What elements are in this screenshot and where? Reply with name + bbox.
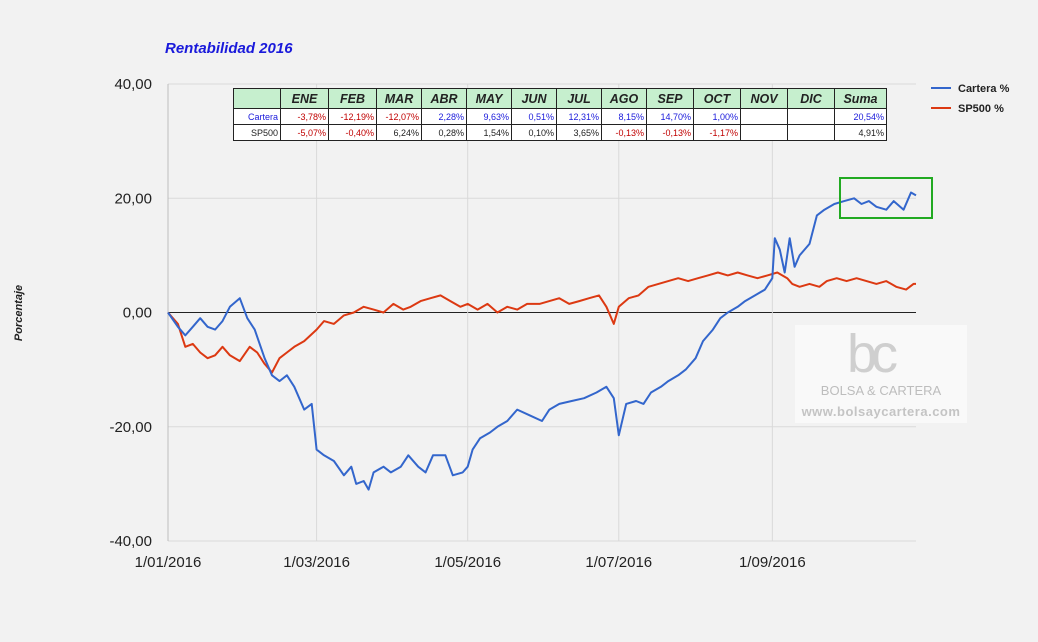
watermark-url: www.bolsaycartera.com [801, 404, 961, 419]
table-cell: 0,28% [421, 124, 467, 141]
watermark-brand: BOLSA & CARTERA [820, 383, 942, 398]
legend-label: Cartera % [958, 83, 1010, 95]
table-cell: 12,31% [556, 108, 602, 125]
table-cell [740, 124, 788, 141]
highlight-box [839, 177, 933, 219]
table-cell: 0,10% [511, 124, 557, 141]
legend: Cartera % SP500 % [931, 83, 1010, 115]
chart-title: Rentabilidad 2016 [165, 40, 293, 57]
table-header-cell: SEP [646, 88, 694, 109]
table-cell: 8,15% [601, 108, 647, 125]
table-cell: -12,07% [376, 108, 422, 125]
table-cell: -5,07% [280, 124, 329, 141]
table-cell: 2,28% [421, 108, 467, 125]
legend-label: SP500 % [958, 103, 1004, 115]
table-header-cell: AGO [601, 88, 647, 109]
table-cell: 20,54% [834, 108, 887, 125]
y-tick-label: 40,00 [114, 76, 152, 93]
table-cell: 0,51% [511, 108, 557, 125]
x-tick-label: 1/09/2016 [739, 554, 806, 571]
series-line-sp500 [167, 271, 916, 374]
table-cell: 1,54% [466, 124, 512, 141]
y-tick-label: 20,00 [114, 190, 152, 207]
y-tick-label: -40,00 [109, 533, 152, 550]
table-cell [740, 108, 788, 125]
table-cell: 1,00% [693, 108, 741, 125]
table-header-cell: MAY [466, 88, 512, 109]
table-cell: -0,13% [646, 124, 694, 141]
table-header-cell: FEB [328, 88, 377, 109]
table-header-cell: MAR [376, 88, 422, 109]
table-header-cell: ENE [280, 88, 329, 109]
table-corner-cell [233, 88, 281, 109]
grid-lines [167, 83, 916, 542]
table-cell: -0,40% [328, 124, 377, 141]
table-cell: 4,91% [834, 124, 887, 141]
series-line-cartera [167, 191, 917, 491]
y-tick-label: 0,00 [123, 305, 152, 322]
series-lines [167, 191, 917, 491]
x-tick-label: 1/01/2016 [135, 554, 202, 571]
table-row-label: SP500 [233, 124, 281, 141]
table-header-cell: ABR [421, 88, 467, 109]
table-row: Cartera -3,78% -12,19% -12,07% 2,28% 9,63% 0,5… [233, 108, 887, 125]
table-cell: 9,63% [466, 108, 512, 125]
table-header-cell: DIC [787, 88, 835, 109]
x-tick-label: 1/07/2016 [585, 554, 652, 571]
table-row-label: Cartera [233, 108, 281, 125]
table-header-row: ENE FEB MAR ABR MAY JUN JUL AGO SEP OCT NOV DIC Suma [233, 88, 887, 109]
table-header-cell: OCT [693, 88, 741, 109]
table-row: SP500 -5,07% -0,40% 6,24% 0,28% 1,54% 0,10% 3,6… [233, 124, 887, 141]
y-tick-label: -20,00 [109, 419, 152, 436]
table-cell [787, 108, 835, 125]
x-tick-label: 1/05/2016 [434, 554, 501, 571]
table-header-cell: JUN [511, 88, 557, 109]
table-header-cell: JUL [556, 88, 602, 109]
table-cell: -12,19% [328, 108, 377, 125]
y-axis-ticks: 40,00 20,00 0,00 -20,00 -40,00 [109, 76, 152, 550]
table-cell: 14,70% [646, 108, 694, 125]
watermark: bc BOLSA & CARTERA www.bolsaycartera.com [795, 325, 967, 423]
table-cell: 3,65% [556, 124, 602, 141]
table-header-cell: Suma [834, 88, 887, 109]
table-cell [787, 124, 835, 141]
table-cell: -1,17% [693, 124, 741, 141]
returns-table: ENE FEB MAR ABR MAY JUN JUL AGO SEP OCT NOV DIC Suma… [233, 88, 887, 141]
x-axis-ticks: 1/01/2016 1/03/2016 1/05/2016 1/07/2016 1/09… [135, 554, 806, 571]
watermark-logo: bc [847, 324, 898, 384]
table-cell: 6,24% [376, 124, 422, 141]
table-cell: -0,13% [601, 124, 647, 141]
x-tick-label: 1/03/2016 [283, 554, 350, 571]
table-header-cell: NOV [740, 88, 788, 109]
table-cell: -3,78% [280, 108, 329, 125]
y-axis-label: Porcentaje [13, 285, 25, 341]
